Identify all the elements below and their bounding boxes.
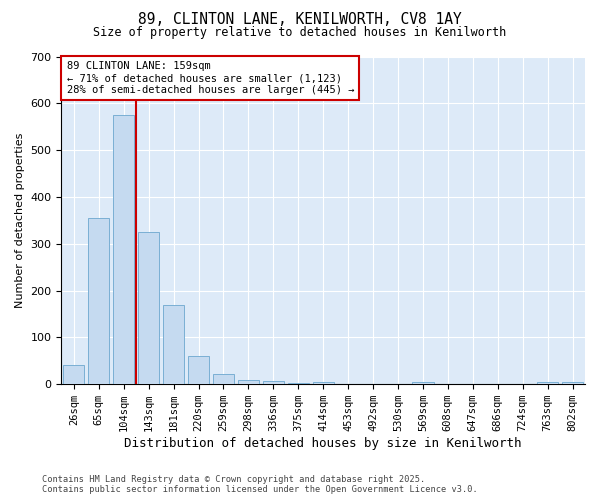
Bar: [88, 218, 109, 384]
Bar: [263, 382, 284, 384]
Bar: [63, 366, 85, 384]
Bar: [188, 356, 209, 384]
Text: Contains HM Land Registry data © Crown copyright and database right 2025.
Contai: Contains HM Land Registry data © Crown c…: [42, 474, 478, 494]
Bar: [412, 382, 434, 384]
Bar: [238, 380, 259, 384]
Bar: [213, 374, 234, 384]
Text: 89, CLINTON LANE, KENILWORTH, CV8 1AY: 89, CLINTON LANE, KENILWORTH, CV8 1AY: [138, 12, 462, 28]
Bar: [313, 382, 334, 384]
Text: 89 CLINTON LANE: 159sqm
← 71% of detached houses are smaller (1,123)
28% of semi: 89 CLINTON LANE: 159sqm ← 71% of detache…: [67, 62, 354, 94]
Y-axis label: Number of detached properties: Number of detached properties: [15, 132, 25, 308]
Bar: [138, 232, 159, 384]
Bar: [163, 304, 184, 384]
Bar: [537, 382, 558, 384]
Text: Size of property relative to detached houses in Kenilworth: Size of property relative to detached ho…: [94, 26, 506, 39]
X-axis label: Distribution of detached houses by size in Kenilworth: Distribution of detached houses by size …: [124, 437, 522, 450]
Bar: [562, 382, 583, 384]
Bar: [113, 115, 134, 384]
